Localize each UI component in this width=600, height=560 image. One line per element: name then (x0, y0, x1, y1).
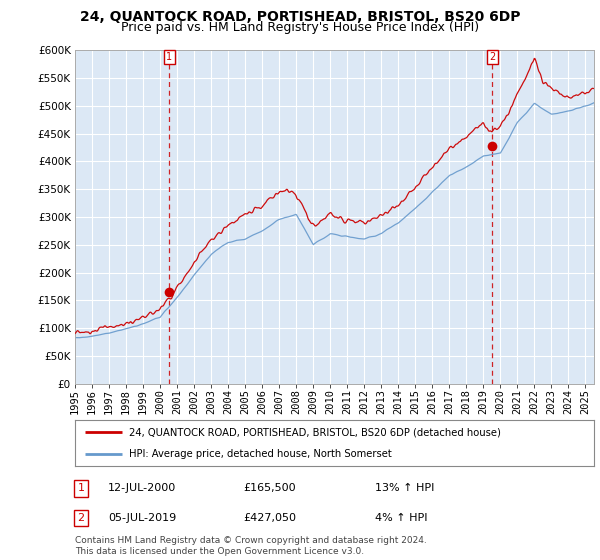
Text: Price paid vs. HM Land Registry's House Price Index (HPI): Price paid vs. HM Land Registry's House … (121, 21, 479, 34)
Text: 4% ↑ HPI: 4% ↑ HPI (375, 513, 427, 523)
Text: 05-JUL-2019: 05-JUL-2019 (108, 513, 176, 523)
Text: 12-JUL-2000: 12-JUL-2000 (108, 483, 176, 493)
Text: £427,050: £427,050 (243, 513, 296, 523)
Text: £165,500: £165,500 (243, 483, 296, 493)
Text: 13% ↑ HPI: 13% ↑ HPI (375, 483, 434, 493)
Text: HPI: Average price, detached house, North Somerset: HPI: Average price, detached house, Nort… (130, 449, 392, 459)
Text: 24, QUANTOCK ROAD, PORTISHEAD, BRISTOL, BS20 6DP (detached house): 24, QUANTOCK ROAD, PORTISHEAD, BRISTOL, … (130, 427, 502, 437)
Text: 2: 2 (77, 513, 85, 523)
Text: 1: 1 (77, 483, 85, 493)
Text: 2: 2 (489, 52, 495, 62)
Text: 24, QUANTOCK ROAD, PORTISHEAD, BRISTOL, BS20 6DP: 24, QUANTOCK ROAD, PORTISHEAD, BRISTOL, … (80, 10, 520, 24)
Text: Contains HM Land Registry data © Crown copyright and database right 2024.
This d: Contains HM Land Registry data © Crown c… (75, 536, 427, 556)
Text: 1: 1 (166, 52, 172, 62)
